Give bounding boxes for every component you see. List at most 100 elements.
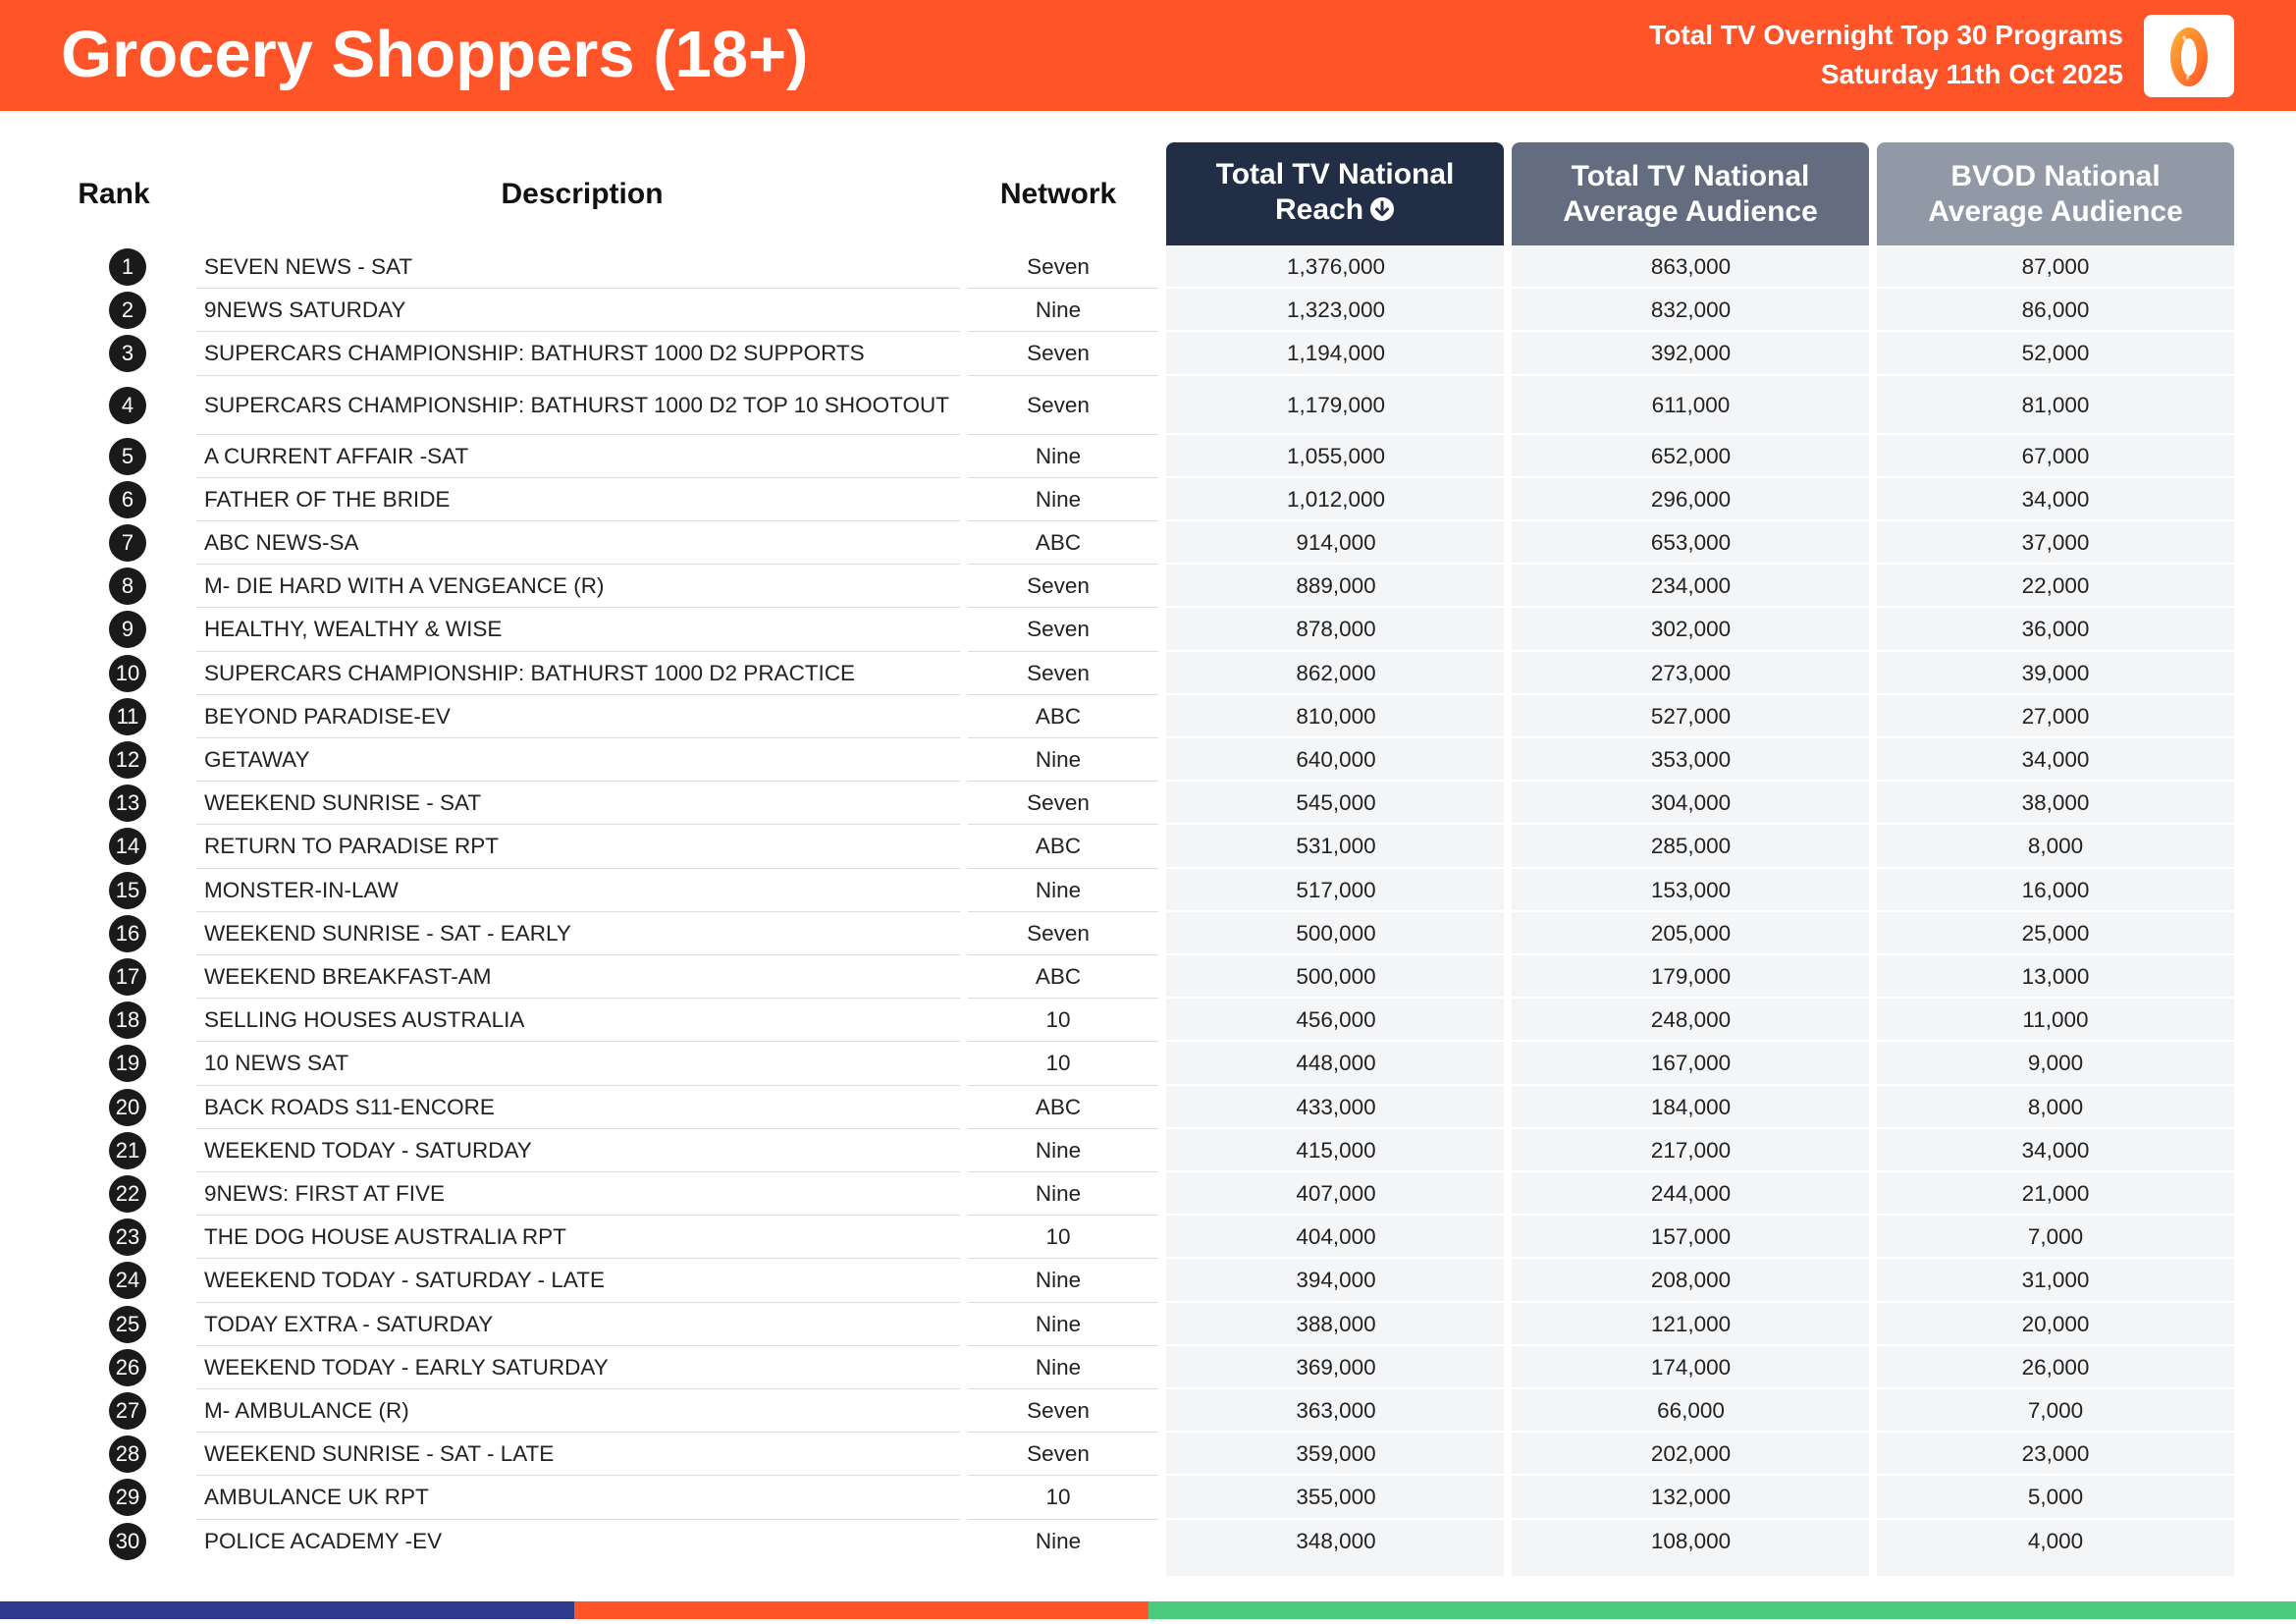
table-row[interactable]: 25 TODAY EXTRA - SATURDAY Nine 388,000 121,0… [0, 1303, 2296, 1346]
rank-cell: 7 [98, 521, 157, 565]
network-name: Seven [1027, 1398, 1090, 1424]
average-audience-value: 184,000 [1650, 1094, 1732, 1119]
table-row[interactable]: 14 RETURN TO PARADISE RPT ABC 531,000 285,00… [0, 825, 2296, 869]
table-row[interactable]: 28 WEEKEND SUNRISE - SAT - LATE Seven 359,0… [0, 1433, 2296, 1477]
table-row[interactable]: 13 WEEKEND SUNRISE - SAT Seven 545,000 304,0… [0, 782, 2296, 826]
network-name: Nine [1035, 443, 1082, 468]
row-divider [196, 1432, 960, 1434]
bvod-value: 81,000 [2021, 392, 2090, 417]
row-divider [1166, 1517, 1504, 1520]
table-row[interactable]: 8 M- DIE HARD WITH A VENGEANCE (R) Seven 88… [0, 565, 2296, 609]
bvod-value: 86,000 [2021, 298, 2090, 323]
row-divider [196, 607, 960, 609]
row-divider [196, 519, 960, 521]
table-row[interactable]: 15 MONSTER-IN-LAW Nine 517,000 153,000 16,000 [0, 869, 2296, 912]
network-name: Nine [1035, 1354, 1082, 1380]
rank-cell: 5 [98, 435, 157, 478]
rank-badge: 30 [109, 1522, 146, 1560]
reach-value: 545,000 [1296, 790, 1376, 816]
bvod-value: 26,000 [2021, 1354, 2090, 1380]
row-divider [1512, 909, 1869, 912]
row-divider [1512, 735, 1869, 738]
table-row[interactable]: 29 AMBULANCE UK RPT 10 355,000 132,000 5,000 [0, 1476, 2296, 1520]
table-row[interactable]: 9 HEALTHY, WEALTHY & WISE Seven 878,000 302,… [0, 608, 2296, 652]
row-divider [196, 650, 960, 652]
bvod-value: 5,000 [2027, 1485, 2084, 1510]
rank-badge: 27 [109, 1392, 146, 1431]
table-row[interactable]: 3 SUPERCARS CHAMPIONSHIP: BATHURST 1000 D… [0, 332, 2296, 376]
row-divider [196, 910, 960, 912]
rank-cell: 2 [98, 289, 157, 332]
rank-badge: 14 [109, 828, 146, 866]
table-row[interactable]: 19 10 NEWS SAT 10 448,000 167,000 9,000 [0, 1042, 2296, 1086]
table-row[interactable]: 12 GETAWAY Nine 640,000 353,000 34,000 [0, 738, 2296, 783]
table-row[interactable]: 23 THE DOG HOUSE AUSTRALIA RPT 10 404,000 15… [0, 1216, 2296, 1260]
program-description: ABC NEWS-SA [204, 530, 359, 556]
bvod-value: 20,000 [2021, 1311, 2090, 1336]
program-description: SELLING HOUSES AUSTRALIA [204, 1007, 525, 1033]
page-header: Grocery Shoppers (18+) Total TV Overnigh… [0, 0, 2296, 111]
table-row[interactable]: 1 SEVEN NEWS - SAT Seven 1,376,000 863,000 87… [0, 245, 2296, 290]
average-audience-value: 121,000 [1650, 1311, 1732, 1336]
report-type: Total TV Overnight Top 30 Programs [1649, 20, 2123, 50]
bvod-value: 22,000 [2021, 573, 2090, 599]
bvod-value: 25,000 [2021, 920, 2090, 946]
row-divider [968, 374, 1158, 376]
rank-badge: 17 [109, 958, 146, 997]
reach-value: 810,000 [1296, 703, 1376, 729]
bvod-value: 4,000 [2027, 1528, 2084, 1553]
row-divider [968, 288, 1158, 290]
bvod-value: 8,000 [2027, 834, 2084, 859]
table-row[interactable]: 11 BEYOND PARADISE-EV ABC 810,000 527,000 27,… [0, 695, 2296, 738]
row-divider [968, 607, 1158, 609]
table-row[interactable]: 20 BACK ROADS S11-ENCORE ABC 433,000 184,000… [0, 1086, 2296, 1129]
network-name: Seven [1027, 790, 1090, 816]
table-row[interactable]: 21 WEEKEND TODAY - SATURDAY Nine 415,000 217… [0, 1129, 2296, 1172]
row-divider [1512, 475, 1869, 478]
table-row[interactable]: 18 SELLING HOUSES AUSTRALIA 10 456,000 248,0… [0, 999, 2296, 1043]
table-row[interactable]: 7 ABC NEWS-SA ABC 914,000 653,000 37,000 [0, 521, 2296, 566]
table-row[interactable]: 4 SUPERCARS CHAMPIONSHIP: BATHURST 1000 D… [0, 376, 2296, 435]
reach-value: 1,194,000 [1286, 341, 1386, 366]
network-name: ABC [1035, 530, 1082, 556]
row-divider [1512, 1386, 1869, 1389]
table-row[interactable]: 6 FATHER OF THE BRIDE Nine 1,012,000 296,000… [0, 478, 2296, 521]
table-row[interactable]: 27 M- AMBULANCE (R) Seven 363,000 66,000 7,00… [0, 1389, 2296, 1434]
rank-badge: 21 [109, 1131, 146, 1169]
program-description: BACK ROADS S11-ENCORE [204, 1094, 495, 1119]
table-row[interactable]: 26 WEEKEND TODAY - EARLY SATURDAY Nine 369,… [0, 1346, 2296, 1389]
program-description: WEEKEND TODAY - SATURDAY [204, 1137, 532, 1163]
average-audience-value: 285,000 [1650, 834, 1732, 859]
reach-header-line2: Reach [1274, 193, 1364, 226]
table-row[interactable]: 22 9NEWS: FIRST AT FIVE Nine 407,000 244,000… [0, 1172, 2296, 1217]
row-divider [1166, 606, 1504, 609]
column-header-reach[interactable]: Total TV National Reach [1166, 142, 1504, 245]
average-audience-value: 234,000 [1650, 573, 1732, 599]
bvod-value: 16,000 [2021, 877, 2090, 902]
rank-cell: 20 [98, 1086, 157, 1129]
table-row[interactable]: 30 POLICE ACADEMY -EV Nine 348,000 108,000 4,… [0, 1520, 2296, 1563]
row-divider [968, 910, 1158, 912]
row-divider [1512, 780, 1869, 783]
row-divider [968, 824, 1158, 826]
table-row[interactable]: 2 9NEWS SATURDAY Nine 1,323,000 832,000 86,00… [0, 289, 2296, 333]
sort-descending-icon[interactable] [1369, 195, 1395, 231]
row-divider [196, 736, 960, 738]
column-header-description: Description [501, 177, 664, 210]
rank-cell: 18 [98, 999, 157, 1042]
row-divider [1512, 1431, 1869, 1434]
column-header-bvod[interactable]: BVOD National Average Audience [1877, 142, 2234, 245]
table-row[interactable]: 24 WEEKEND TODAY - SATURDAY - LATE Nine 394… [0, 1259, 2296, 1303]
average-audience-value: 108,000 [1650, 1528, 1732, 1553]
reach-header-line1: Total TV National [1215, 158, 1455, 190]
column-header-average-audience[interactable]: Total TV National Average Audience [1512, 142, 1869, 245]
bvod-value: 21,000 [2021, 1181, 2090, 1207]
average-audience-value: 208,000 [1650, 1268, 1732, 1293]
table-row[interactable]: 5 A CURRENT AFFAIR -SAT Nine 1,055,000 652,0… [0, 435, 2296, 478]
rank-badge: 4 [109, 386, 146, 424]
table-row[interactable]: 16 WEEKEND SUNRISE - SAT - EARLY Seven 500,… [0, 912, 2296, 955]
network-name: Nine [1035, 298, 1082, 323]
reach-value: 862,000 [1296, 660, 1376, 685]
table-row[interactable]: 10 SUPERCARS CHAMPIONSHIP: BATHURST 1000 … [0, 652, 2296, 695]
table-row[interactable]: 17 WEEKEND BREAKFAST-AM ABC 500,000 179,000 1… [0, 955, 2296, 1000]
